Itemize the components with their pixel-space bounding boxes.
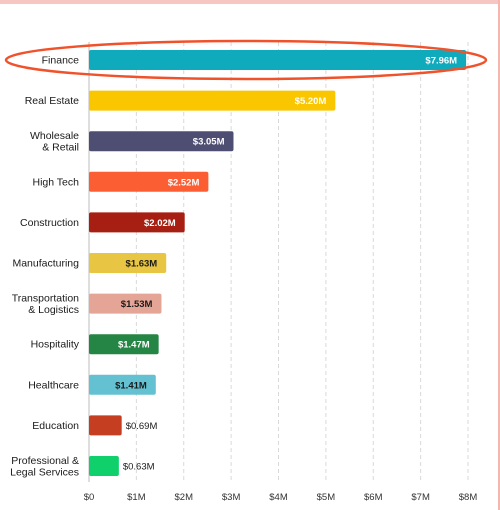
- bar-transportation-logistics: [89, 293, 162, 314]
- x-tick-label: $2M: [175, 492, 194, 503]
- category-label: Professional & Legal Services: [10, 455, 79, 479]
- value-label: $2.02M: [144, 218, 176, 229]
- category-label: High Tech: [32, 176, 79, 188]
- x-tick-label: $5M: [317, 492, 336, 503]
- bar-real-estate: [89, 90, 336, 111]
- category-label: Education: [32, 420, 79, 432]
- value-label: $2.52M: [168, 177, 200, 188]
- category-label: Real Estate: [25, 95, 79, 107]
- bars: [89, 50, 467, 476]
- bar-education: [89, 415, 122, 436]
- category-labels: Finance Real Estate Wholesale & Retail High …: [10, 55, 80, 479]
- highlight-annotation: [4, 39, 488, 81]
- category-label: Finance: [42, 55, 80, 67]
- x-tick-label: $0: [84, 492, 95, 503]
- bar-manufacturing: [89, 253, 167, 273]
- category-label: Transportation & Logistics: [12, 292, 79, 316]
- category-label: Hospitality: [31, 339, 80, 351]
- value-label: $7.96M: [425, 56, 457, 67]
- x-tick-label: $4M: [269, 492, 288, 503]
- value-label: $1.53M: [121, 299, 153, 310]
- value-label: $3.05M: [193, 137, 225, 148]
- value-label: $0.69M: [126, 421, 158, 432]
- frame-top-edge: [0, 0, 500, 4]
- x-axis-tick-labels: $0 $1M $2M $3M $4M $5M $6M $7M $8M: [84, 492, 478, 503]
- category-label: Wholesale & Retail: [30, 130, 79, 154]
- value-label: $1.63M: [126, 259, 158, 270]
- frame-right-edge: [498, 0, 500, 510]
- x-tick-label: $1M: [127, 492, 146, 503]
- bar-finance: [89, 50, 467, 70]
- value-label: $5.20M: [295, 96, 327, 107]
- category-label: Construction: [20, 217, 79, 229]
- value-labels: $7.96M $5.20M $3.05M $2.52M $2.02M $1.63M $1.5…: [115, 56, 457, 473]
- bar-professional-legal-services: [89, 456, 119, 476]
- bar-construction: [89, 212, 185, 233]
- x-tick-label: $8M: [459, 492, 478, 503]
- x-tick-label: $7M: [411, 492, 430, 503]
- value-label: $0.63M: [123, 462, 155, 473]
- category-label: Manufacturing: [12, 258, 79, 270]
- bar-wholesale-retail: [89, 131, 234, 152]
- value-label: $1.47M: [118, 340, 150, 351]
- bar-healthcare: [89, 374, 156, 395]
- x-tick-label: $6M: [364, 492, 383, 503]
- value-label: $1.41M: [115, 380, 147, 391]
- highlight-ellipse: [4, 39, 488, 81]
- bar-hospitality: [89, 334, 159, 355]
- category-label: Healthcare: [28, 379, 79, 391]
- bar-high-tech: [89, 171, 209, 192]
- x-tick-label: $3M: [222, 492, 241, 503]
